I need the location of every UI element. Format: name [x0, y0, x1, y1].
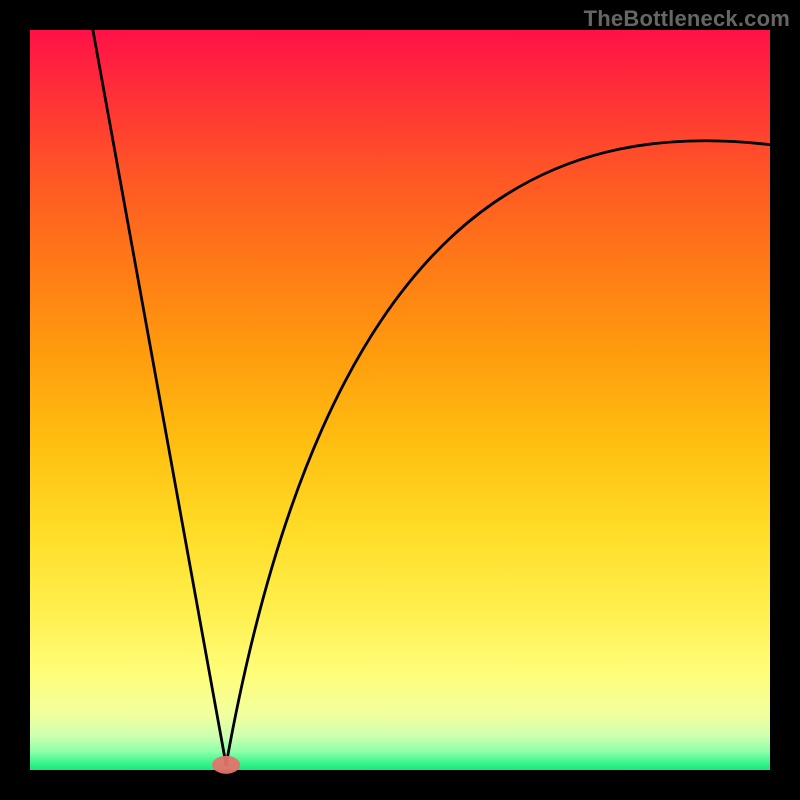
- bottleneck-marker: [212, 756, 240, 774]
- bottleneck-chart-svg: [0, 0, 800, 800]
- plot-background: [30, 30, 770, 770]
- watermark-text: TheBottleneck.com: [584, 6, 790, 32]
- chart-canvas: TheBottleneck.com: [0, 0, 800, 800]
